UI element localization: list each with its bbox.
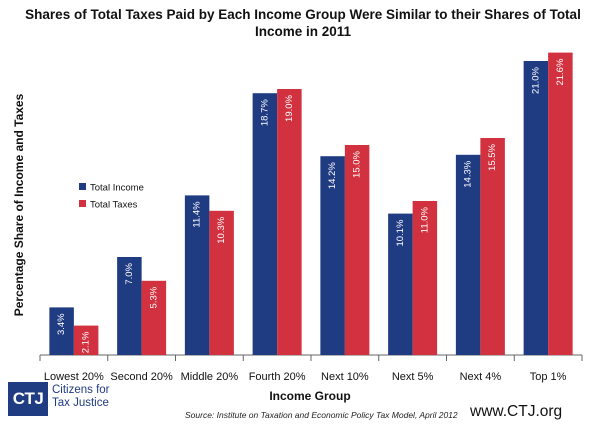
bar-total-income [117, 257, 142, 355]
data-label-total-taxes: 2.1% [81, 331, 92, 353]
bar-total-income [49, 307, 74, 355]
x-tick-label: Fourth 20% [249, 371, 306, 383]
data-label-total-income: 11.4% [192, 201, 203, 228]
bar-total-income [523, 61, 549, 355]
bar-total-income [320, 156, 345, 355]
data-label-total-income: 18.7% [259, 99, 270, 126]
website-link[interactable]: www.CTJ.org [470, 403, 563, 420]
data-label-total-taxes: 5.3% [148, 286, 159, 308]
x-tick-label: Next 5% [392, 371, 434, 383]
x-tick-label: Lowest 20% [44, 371, 104, 383]
data-label-total-income: 21.0% [530, 66, 541, 93]
bars [49, 52, 573, 355]
data-label-total-income: 10.1% [395, 219, 406, 246]
data-label-total-income: 14.3% [463, 160, 474, 187]
data-label-total-taxes: 10.3% [216, 216, 227, 243]
ctj-logo-text: Citizens for Tax Justice [52, 384, 110, 409]
bar-total-taxes [412, 201, 438, 355]
bar-total-income [455, 154, 481, 355]
data-label-total-taxes: 15.5% [487, 143, 498, 170]
data-label-total-income: 14.2% [327, 162, 338, 189]
bar-total-income [184, 195, 210, 355]
bar-total-income [388, 213, 413, 355]
source-note: Source: Institute on Taxation and Econom… [185, 410, 458, 420]
x-axis-label: Income Group [269, 389, 350, 403]
legend-swatch [79, 200, 86, 207]
data-label-total-taxes: 19.0% [284, 94, 295, 121]
legend-swatch [79, 183, 86, 190]
bar-total-taxes [344, 145, 370, 355]
chart-title: Shares of Total Taxes Paid by Each Incom… [25, 7, 581, 39]
x-tick-label: Next 4% [460, 371, 502, 383]
x-tick-label: Middle 20% [181, 371, 239, 383]
data-label-total-income: 7.0% [124, 262, 135, 284]
legend: Total Income Total Taxes [79, 183, 144, 211]
y-axis-label: Percentage Share of Income and Taxes [12, 93, 26, 316]
bar-total-taxes [73, 325, 99, 355]
x-tick-labels: Lowest 20% Second 20% Middle 20% Fourth 20%… [44, 371, 567, 383]
data-label-total-taxes: 15.0% [352, 150, 363, 177]
plot-frame [39, 354, 583, 361]
bar-total-taxes [277, 89, 302, 355]
ctj-logo-mark: CTJ [8, 382, 48, 416]
x-tick-label: Second 20% [110, 371, 173, 383]
bar-total-income [252, 93, 278, 355]
data-label-total-income: 3.4% [56, 313, 67, 335]
bar-total-taxes [480, 138, 505, 355]
bar-total-taxes [548, 52, 573, 355]
bar-total-taxes [141, 280, 167, 355]
data-label-total-taxes: 21.6% [555, 58, 566, 85]
value-labels: 3.4% 2.1% 7.0% 5.3% 11.4% 10.3% 18.7% 19.0% 14.2… [56, 58, 566, 353]
bar-total-taxes [209, 210, 234, 355]
x-tick-label: Top 1% [530, 371, 567, 383]
legend-label: Total Income [90, 183, 144, 194]
x-tick-label: Next 10% [321, 371, 369, 383]
data-label-total-taxes: 11.0% [419, 206, 430, 233]
legend-label: Total Taxes [90, 200, 138, 211]
